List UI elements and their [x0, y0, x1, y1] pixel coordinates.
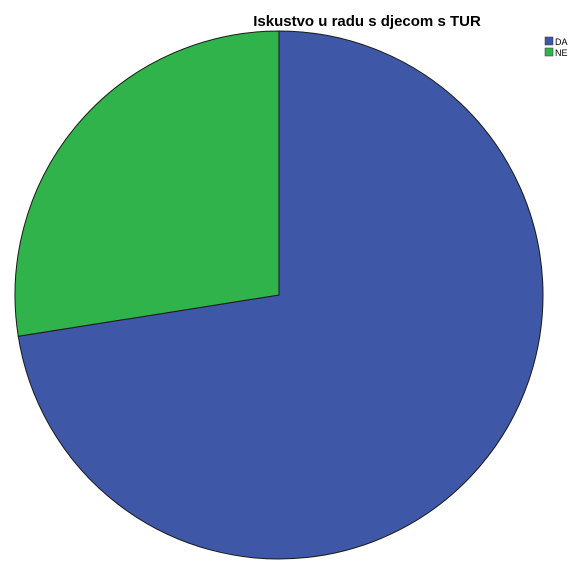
legend-swatch-da	[544, 36, 554, 46]
pie-slice-ne	[14, 30, 280, 337]
legend-swatch-ne	[544, 47, 554, 57]
pie-slices	[14, 30, 544, 560]
legend-label-da: DA	[555, 37, 568, 47]
legend-label-ne: NE	[555, 48, 568, 58]
chart-title: Iskustvo u radu s djecom s TUR	[253, 13, 481, 30]
pie-slice-da	[17, 30, 544, 560]
